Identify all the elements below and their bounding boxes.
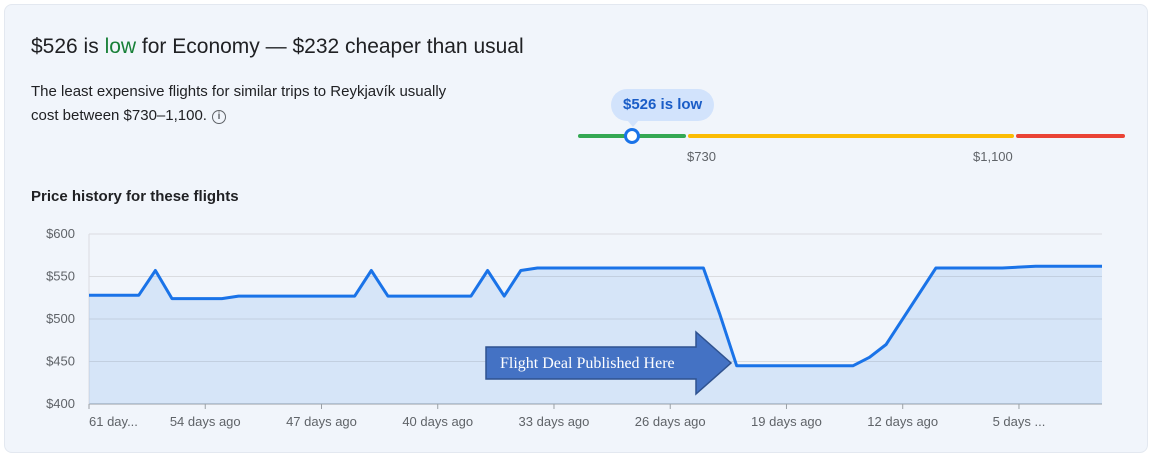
price-description: The least expensive flights for similar … <box>31 80 471 128</box>
price-range-bar: $526 is low $730 $1,100 <box>5 5 1149 185</box>
range-typical-segment <box>688 134 1014 138</box>
description-text: The least expensive flights for similar … <box>31 83 447 124</box>
x-tick-label: 19 days ago <box>751 414 822 429</box>
price-history-chart: $600 $550 $500 $450 $400 61 day... 54 days ago… <box>46 226 1102 429</box>
current-price-bubble: $526 is low <box>611 89 715 121</box>
annotation-arrow <box>485 330 733 396</box>
y-tick-label: $600 <box>46 226 75 241</box>
headline-rest: for Economy — $232 cheaper than usual <box>136 35 524 58</box>
price-area <box>89 266 1102 404</box>
price-line <box>89 264 1102 368</box>
x-tick-label: 12 days ago <box>867 414 938 429</box>
range-label-high: $1,100 <box>973 149 1013 164</box>
headline-status: low <box>104 35 137 58</box>
chart-title: Price history for these flights <box>31 188 239 205</box>
annotation-text: Flight Deal Published Here <box>500 355 675 372</box>
price-headline: $526 is low for Economy — $232 cheaper t… <box>31 35 524 59</box>
current-price-marker <box>624 128 640 144</box>
info-icon[interactable]: i <box>211 110 226 124</box>
y-tick-label: $400 <box>46 396 75 411</box>
y-tick-label: $450 <box>46 354 75 369</box>
y-tick-label: $500 <box>46 311 75 326</box>
y-tick-label: $550 <box>46 269 75 284</box>
range-label-low: $730 <box>687 149 716 164</box>
x-tick-label: 5 days ... <box>993 414 1046 429</box>
x-tick-label: 61 day... <box>89 414 138 429</box>
bubble-pointer <box>627 120 639 127</box>
price-insights-card: $526 is low for Economy — $232 cheaper t… <box>4 4 1148 453</box>
x-tick-label: 33 days ago <box>519 414 590 429</box>
range-high-segment <box>1016 134 1125 138</box>
x-tick-label: 47 days ago <box>286 414 357 429</box>
x-tick-label: 40 days ago <box>402 414 473 429</box>
headline-price: $526 is <box>31 35 105 58</box>
x-tick-label: 54 days ago <box>170 414 241 429</box>
x-tick-label: 26 days ago <box>635 414 706 429</box>
